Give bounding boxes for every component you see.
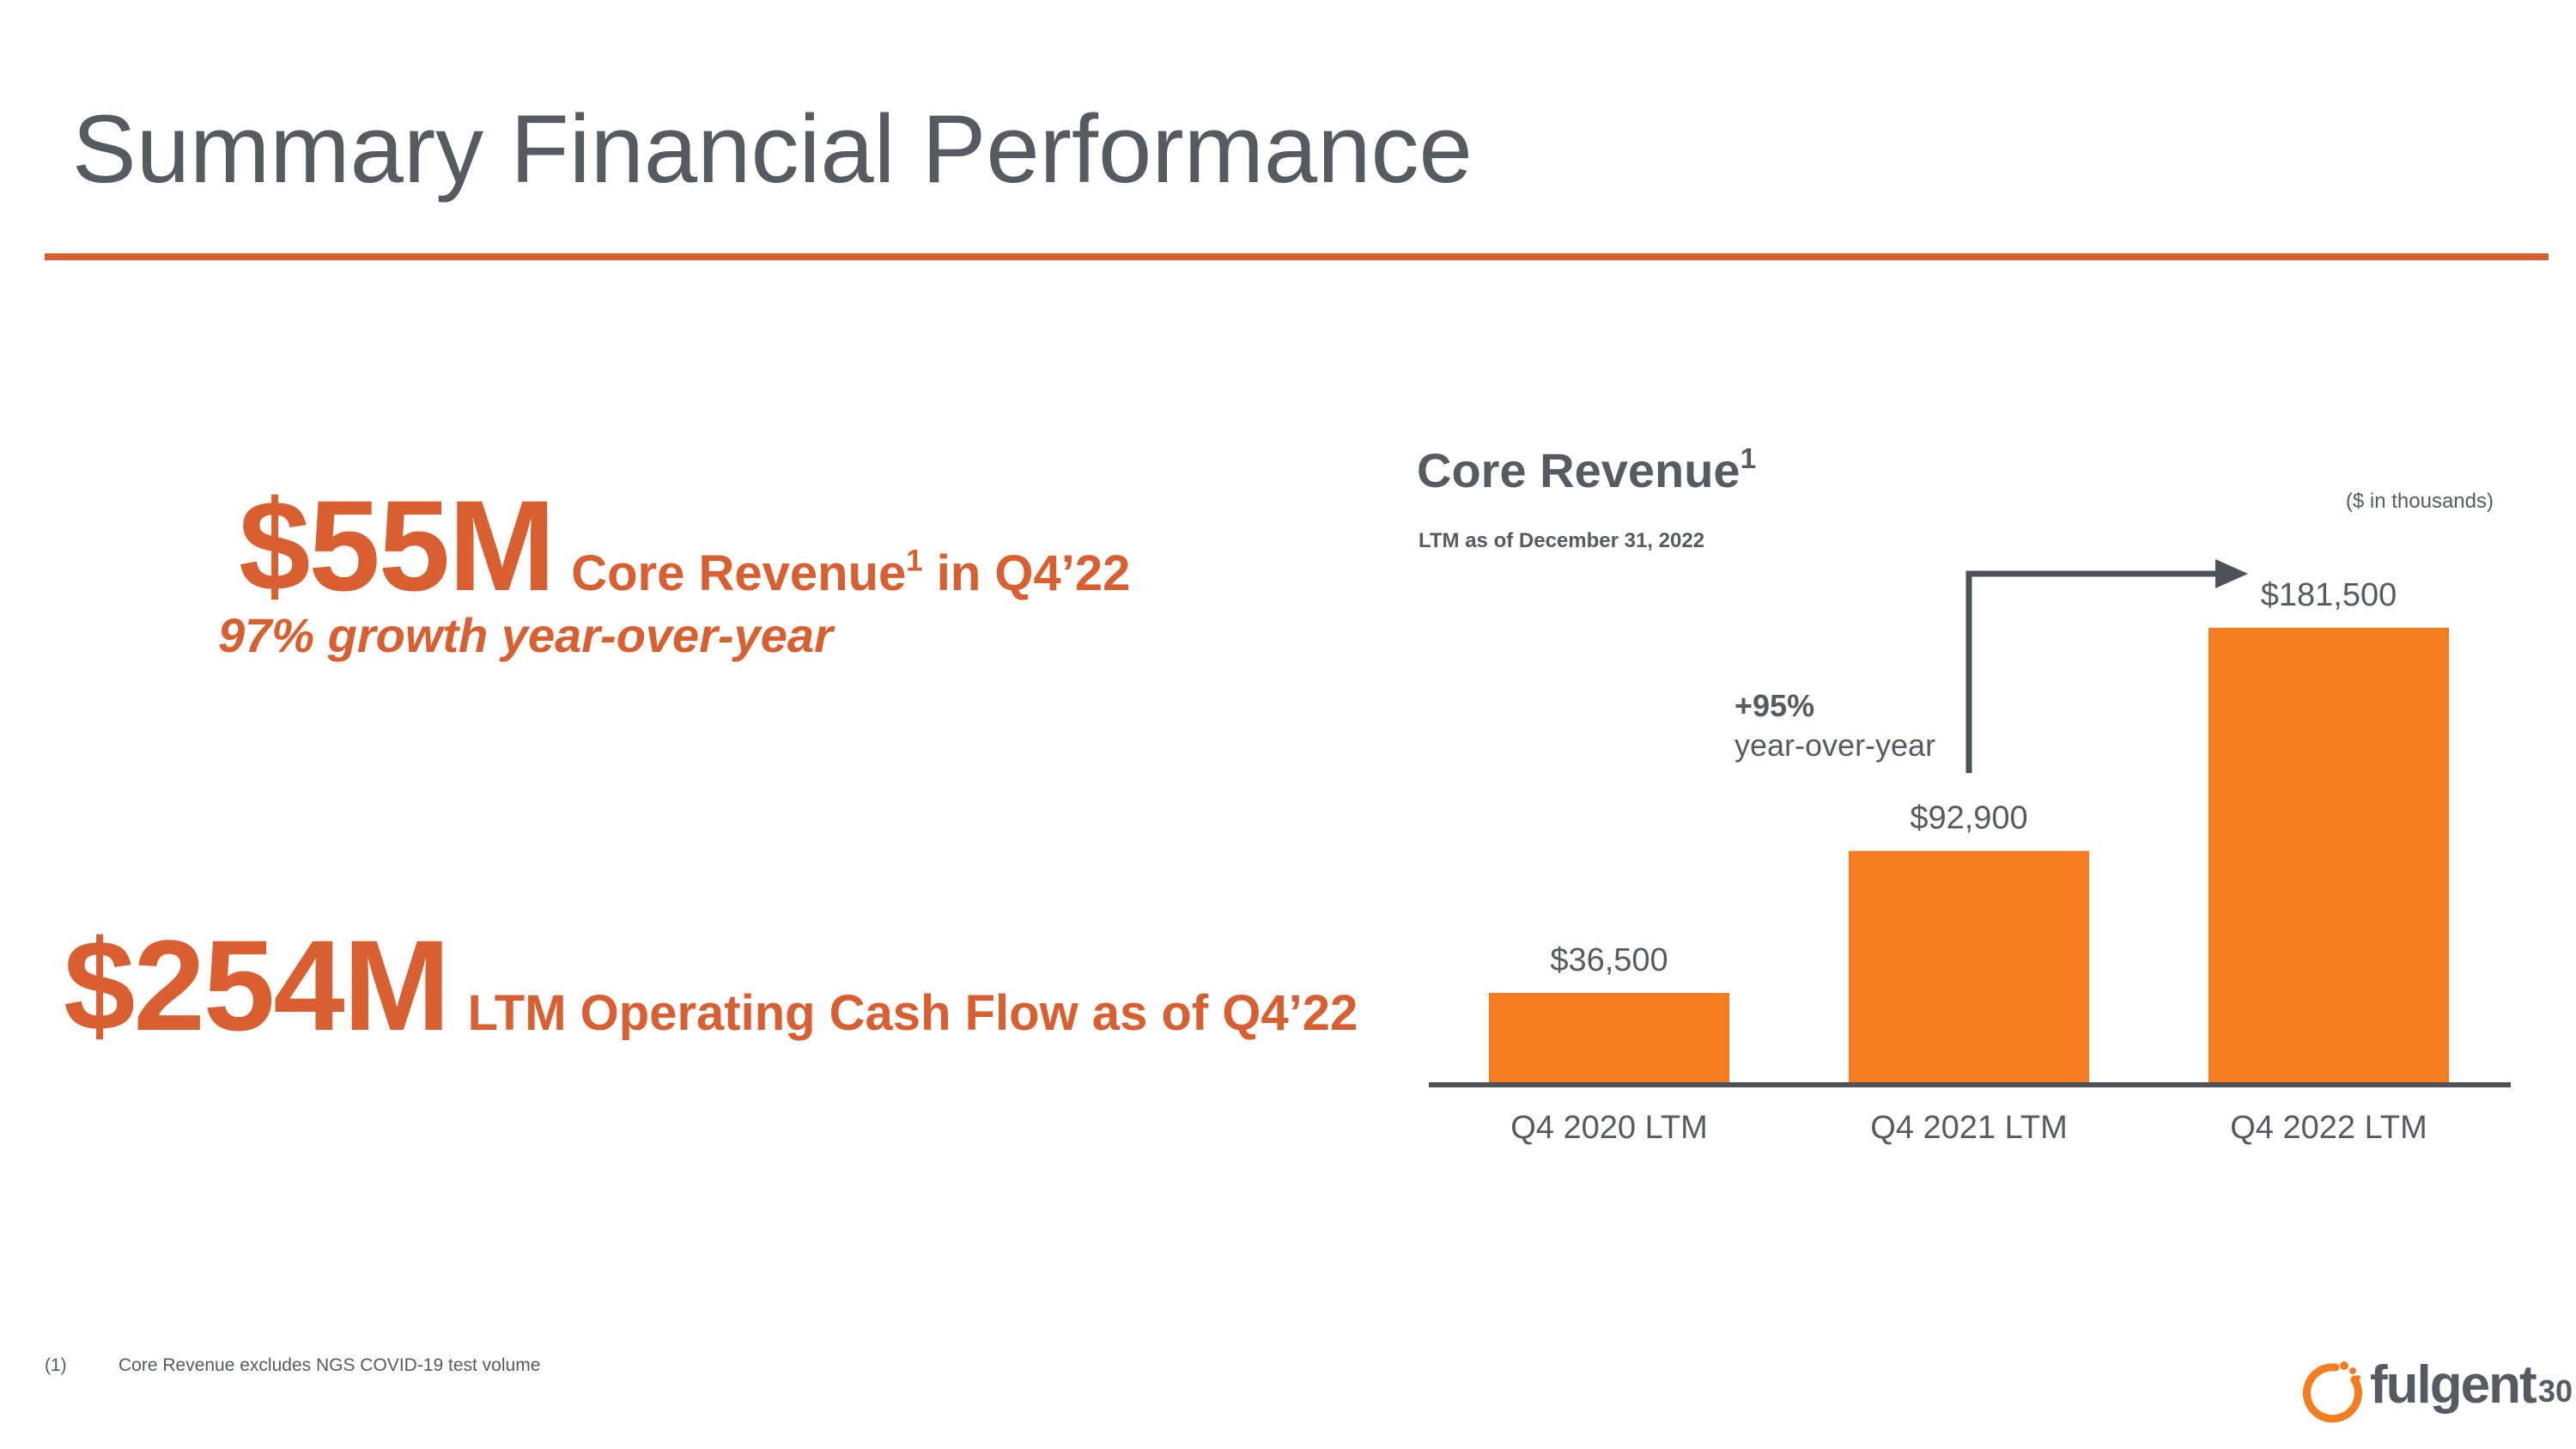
chart-title: Core Revenue1 [1417,445,1756,495]
growth-arrow-head [2215,559,2248,588]
chart-subtitle: LTM as of December 31, 2022 [1419,529,1705,552]
title-divider [45,253,2549,260]
core-revenue-value: $55M [239,473,556,618]
data-label: $36,500 [1550,942,1668,978]
logo-wordmark: fulgent [2370,1355,2537,1415]
units-note: ($ in thousands) [2345,490,2494,513]
growth-arrow-line [1965,570,2219,773]
growth-annotation-pct: +95% [1735,688,1814,723]
core-revenue-growth: 97% growth year-over-year [218,608,833,662]
bar [1489,992,1729,1085]
core-revenue-label-period: in Q4’22 [922,545,1131,601]
bar [2208,627,2449,1085]
cash-flow-value: $254M [64,913,451,1057]
chart-title-text: Core Revenue [1417,443,1741,497]
page-number: 30 [2538,1373,2573,1409]
footnote-number: (1) [45,1355,67,1375]
fulgent-logo-icon [2303,1361,2362,1423]
tick-label: Q4 2020 LTM [1510,1110,1708,1146]
core-revenue-highlight: $55M Core Revenue1 in Q4’22 [239,481,1130,610]
footnote-text: Core Revenue excludes NGS COVID-19 test … [118,1355,541,1375]
growth-annotation-text: year-over-year [1735,728,1935,763]
cash-flow-highlight: $254M LTM Operating Cash Flow as of Q4’22 [64,921,1358,1050]
cash-flow-label: LTM Operating Cash Flow as of Q4’22 [467,985,1358,1041]
data-label: $181,500 [2261,577,2397,613]
core-revenue-label-text: Core Revenue [571,545,907,601]
tick-label: Q4 2021 LTM [1870,1110,2068,1146]
tick-label: Q4 2022 LTM [2230,1110,2427,1146]
core-revenue-label: Core Revenue1 in Q4’22 [571,545,1130,601]
footnote-marker: 1 [906,544,923,578]
chart-title-footnote-marker: 1 [1740,443,1757,476]
data-label: $92,900 [1910,801,2027,837]
bar [1849,850,2089,1085]
page-title: Summary Financial Performance [72,95,1473,203]
